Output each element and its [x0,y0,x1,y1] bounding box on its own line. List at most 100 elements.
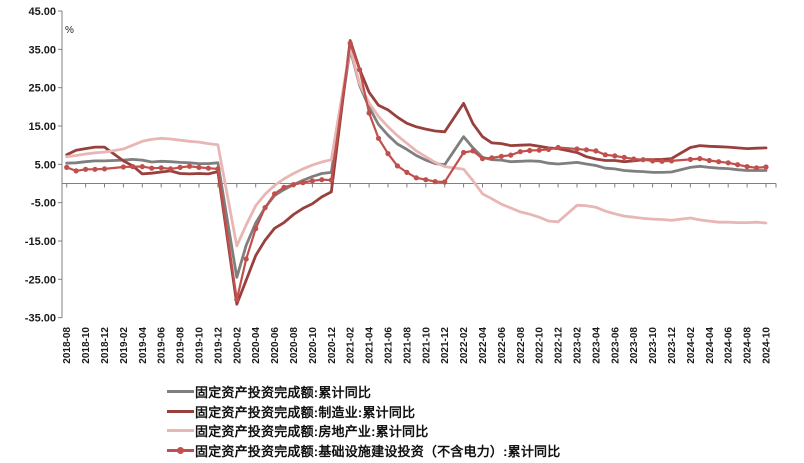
series-marker-3 [375,135,382,141]
series-marker-3 [215,166,221,172]
series-marker-3 [394,163,400,169]
x-axis-label: 2024-06 [724,327,735,364]
x-axis-label: 2022-12 [554,327,565,364]
series-marker-3 [139,164,145,170]
series-marker-3 [83,166,89,172]
series-marker-3 [461,149,467,156]
x-axis-label: 2024-08 [743,327,754,364]
series-marker-3 [687,156,694,162]
series-marker-3 [92,166,98,172]
series-marker-3 [753,165,760,171]
x-axis-label: 2023-12 [667,327,678,364]
series-marker-3 [413,175,419,181]
series-marker-3 [602,152,608,158]
x-axis-label: 2019-10 [194,327,205,364]
chart-region: 45.00 35.00 25.00 15.00 5.00 -5.00 -15.00 -25.0… [25,6,777,364]
series-marker-3 [763,164,769,170]
series-marker-3 [300,180,306,186]
series-marker-3 [158,165,164,171]
x-axis-label: 2024-02 [686,327,697,364]
x-axis-label: 2020-04 [251,327,262,364]
series-marker-3 [130,164,136,170]
x-axis-label: 2023-06 [610,327,621,364]
legend-line-swatch-total [167,386,194,398]
series-marker-3 [272,191,278,197]
y-axis-label: 45.00 [28,6,56,18]
chart-canvas: 45.00 35.00 25.00 15.00 5.00 -5.00 -15.00 -25.0… [25,6,777,364]
series-marker-3 [101,166,108,172]
series-marker-3 [668,158,675,164]
x-axis-label: 2024-10 [761,327,772,364]
x-axis-label: 2024-04 [705,327,716,364]
x-axis-label: 2020-10 [308,327,319,364]
series-marker-3 [574,146,580,152]
series-marker-3 [498,153,504,159]
series-marker-3 [508,152,514,158]
series-marker-3 [725,160,731,166]
series-marker-3 [196,164,202,170]
x-axis-label: 2022-06 [497,327,508,364]
legend-line-swatch-manufacturing [167,405,194,417]
series-marker-3 [744,164,750,170]
series-marker-3 [404,169,410,175]
series-marker-3 [470,148,476,154]
series-marker-3 [716,159,722,165]
series-marker-3 [612,153,618,159]
series-marker-3 [347,40,353,46]
legend-label-realestate: 固定资产投资完成额:房地产业:累计同比 [195,424,429,440]
series-marker-3 [243,256,249,262]
legend-marker-dot-icon [177,446,184,454]
series-marker-3 [64,164,70,170]
series-marker-3 [650,158,656,164]
x-axis-label: 2023-10 [648,327,659,364]
x-axis-label: 2021-10 [421,327,432,364]
x-axis-label: 2020-02 [232,327,243,364]
series-marker-3 [621,154,627,160]
series-marker-3 [640,157,646,163]
y-axis-label: -5.00 [31,198,56,210]
x-axis-label: 2018-08 [62,327,73,364]
legend-label-manufacturing: 固定资产投资完成额:制造业:累计同比 [195,404,416,420]
series-marker-3 [479,156,486,162]
y-axis-unit-label: % [65,25,74,36]
series-marker-3 [583,147,590,153]
x-axis-label: 2021-06 [383,327,394,364]
series-marker-3 [149,165,155,171]
legend-line-swatch-infrastructure [167,444,194,456]
x-axis-label: 2018-12 [100,327,111,364]
x-axis-label: 2020-12 [327,327,338,364]
legend-label-total: 固定资产投资完成额:累计同比 [195,385,372,401]
x-axis-label: 2023-04 [591,327,602,364]
y-axis-label: 5.00 [35,159,56,171]
y-axis-label: 15.00 [28,121,56,133]
x-axis-label: 2019-12 [213,327,224,364]
series-marker-3 [234,297,240,303]
legend-label-infrastructure: 固定资产投资完成额:基础设施建设投资（不含电力）:累计同比 [195,443,561,459]
series-marker-3 [423,177,429,183]
series-marker-3 [281,184,287,190]
series-marker-3 [517,149,523,155]
x-axis-label: 2022-10 [535,327,546,364]
x-axis-label: 2018-10 [81,327,92,364]
series-marker-3 [442,179,448,185]
x-axis-label: 2021-08 [402,327,413,364]
series-marker-3 [309,178,315,184]
series-marker-3 [555,144,561,151]
series-marker-3 [706,157,712,164]
y-axis-label: -35.00 [25,313,56,325]
series-line-2 [65,46,768,248]
series-marker-3 [489,155,495,161]
x-axis-label: 2020-08 [289,327,300,364]
series-marker-3 [527,147,533,154]
series-marker-3 [328,177,334,183]
y-axis-label: 25.00 [28,83,56,95]
legend-item-realestate: 固定资产投资完成额:房地产业:累计同比 [167,421,560,441]
legend-line-swatch-realestate [167,425,194,437]
series-marker-3 [659,158,665,164]
y-axis-label: -15.00 [25,236,56,248]
series-marker-3 [432,179,438,185]
x-axis-label: 2019-06 [157,327,168,364]
series-marker-3 [205,165,211,171]
legend-item-infrastructure: 固定资产投资完成额:基础设施建设投资（不含电力）:累计同比 [167,441,560,461]
x-axis-label: 2019-04 [138,327,149,364]
